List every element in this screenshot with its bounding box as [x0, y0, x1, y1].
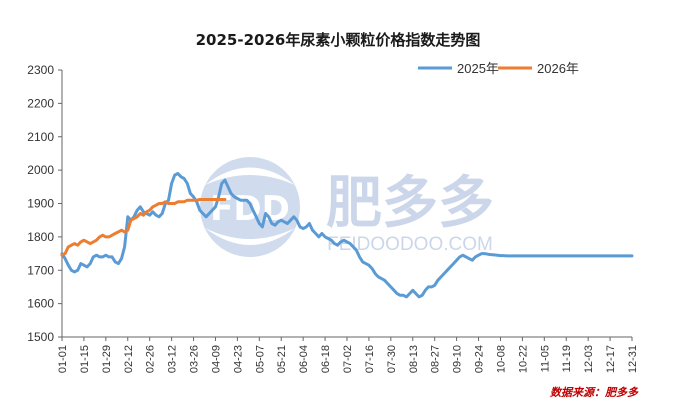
x-tick-label: 11-19	[561, 345, 573, 372]
x-tick-label: 07-16	[364, 345, 376, 373]
legend: 2025年 2026年	[418, 61, 579, 76]
y-tick-label: 2200	[27, 96, 54, 110]
x-tick-label: 10-08	[495, 345, 507, 373]
x-tick-label: 11-05	[539, 345, 551, 372]
x-tick-label: 03-26	[189, 345, 201, 373]
series-line-1	[60, 172, 634, 299]
series-layer	[60, 172, 634, 299]
x-tick-label: 02-12	[123, 345, 135, 373]
series-line-2	[60, 198, 227, 257]
y-tick-label: 2000	[27, 163, 54, 177]
x-tick-label: 03-12	[167, 345, 179, 373]
y-tick-label: 2100	[27, 130, 54, 144]
x-tick-label: 07-02	[342, 345, 354, 373]
y-tick-label: 1500	[27, 330, 54, 344]
x-tick-label: 01-01	[57, 345, 69, 373]
legend-label-1: 2025年	[457, 61, 499, 76]
x-tick-label: 05-21	[276, 345, 288, 373]
x-tick-label: 04-23	[232, 345, 244, 373]
x-axis-ticks: 01-01 01-15 01-29 02-12 02-26 03-12 03-26 04-09…	[57, 337, 639, 373]
x-tick-label: 08-27	[430, 345, 442, 373]
watermark-brand: 肥多多	[326, 171, 494, 236]
y-tick-label: 2300	[27, 63, 54, 77]
legend-label-2: 2026年	[537, 61, 579, 76]
x-tick-label: 04-09	[210, 345, 222, 373]
y-tick-label: 1900	[27, 197, 54, 211]
x-tick-label: 06-04	[298, 345, 310, 373]
y-tick-label: 1700	[27, 263, 54, 277]
x-tick-label: 09-24	[474, 345, 486, 373]
x-tick-label: 12-31	[627, 345, 639, 373]
y-axis-ticks: 1500 1600 1700 1800 1900 2000 2100 2200 2300	[27, 63, 62, 344]
chart-title: 2025-2026年尿素小颗粒价格指数走势图	[196, 31, 481, 49]
x-tick-label: 07-30	[386, 345, 398, 373]
x-tick-label: 05-07	[254, 345, 266, 373]
data-source-note: 数据来源：肥多多	[550, 386, 639, 399]
x-tick-label: 08-13	[408, 345, 420, 373]
x-tick-label: 01-15	[79, 345, 91, 373]
y-tick-label: 1800	[27, 230, 54, 244]
x-tick-label: 06-18	[320, 345, 332, 373]
x-tick-label: 01-29	[101, 345, 113, 373]
watermark: FDD 肥多多 FEIDOODOO.COM	[200, 157, 494, 257]
x-tick-label: 10-22	[517, 345, 529, 373]
watermark-site: FEIDOODOO.COM	[327, 234, 493, 255]
x-tick-label: 09-10	[452, 345, 464, 373]
y-tick-label: 1600	[27, 297, 54, 311]
x-tick-label: 12-03	[583, 345, 595, 373]
x-tick-label: 12-17	[605, 345, 617, 373]
x-tick-label: 02-26	[145, 345, 157, 373]
